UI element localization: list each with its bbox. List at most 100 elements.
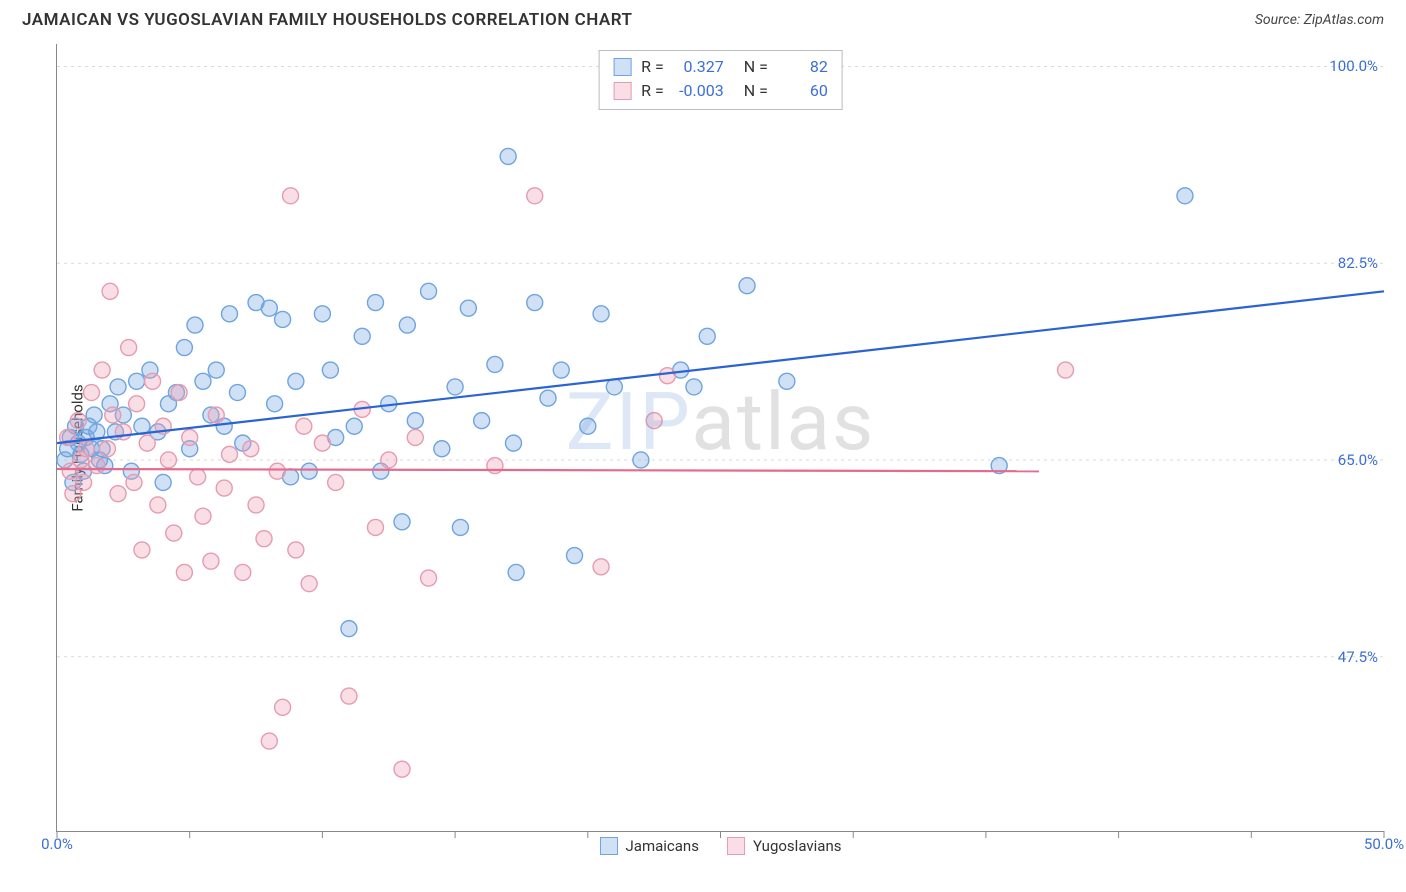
data-point (70, 413, 86, 429)
data-point (354, 328, 370, 344)
y-tick-label: 47.5% (1338, 648, 1378, 666)
data-point (229, 385, 245, 401)
data-point (567, 548, 583, 564)
data-point (195, 373, 211, 389)
legend-label: Yugoslavians (753, 837, 842, 855)
data-point (421, 283, 437, 299)
x-tick-label: 0.0% (41, 835, 73, 853)
data-point (134, 542, 150, 558)
x-tick-label: 50.0% (1364, 835, 1404, 853)
chart-title: JAMAICAN VS YUGOSLAVIAN FAMILY HOUSEHOLD… (22, 10, 632, 30)
data-point (261, 300, 277, 316)
data-point (129, 373, 145, 389)
data-point (94, 362, 110, 378)
data-point (275, 311, 291, 327)
data-point (166, 525, 182, 541)
data-point (256, 531, 272, 547)
data-point (296, 418, 312, 434)
data-point (328, 474, 344, 490)
data-point (487, 356, 503, 372)
data-point (145, 373, 161, 389)
data-point (195, 508, 211, 524)
data-point (187, 317, 203, 333)
data-point (341, 688, 357, 704)
stats-legend-box: R =0.327N =82R =-0.003N =60 (598, 50, 843, 110)
data-point (346, 418, 362, 434)
legend-item: Yugoslavians (727, 837, 842, 855)
data-point (99, 441, 115, 457)
data-point (171, 385, 187, 401)
y-tick-label: 100.0% (1329, 57, 1378, 75)
data-point (1058, 362, 1074, 378)
data-point (160, 452, 176, 468)
data-point (686, 379, 702, 395)
data-point (176, 564, 192, 580)
data-point (540, 390, 556, 406)
chart-area: Family Households ZIPatlas R =0.327N =82… (20, 44, 1384, 852)
chart-svg (57, 44, 1384, 831)
data-point (203, 553, 219, 569)
data-point (407, 430, 423, 446)
legend-item: Jamaicans (600, 837, 699, 855)
data-point (288, 373, 304, 389)
y-tick-label: 65.0% (1338, 451, 1378, 469)
data-point (102, 283, 118, 299)
data-point (659, 368, 675, 384)
data-point (500, 148, 516, 164)
data-point (208, 407, 224, 423)
data-point (394, 514, 410, 530)
data-point (235, 564, 251, 580)
data-point (208, 362, 224, 378)
stats-row: R =-0.003N =60 (613, 79, 828, 103)
data-point (322, 362, 338, 378)
data-point (78, 441, 94, 457)
data-point (76, 474, 92, 490)
data-point (86, 407, 102, 423)
trend-line (57, 469, 1039, 471)
legend-swatch (613, 82, 631, 100)
data-point (222, 446, 238, 462)
data-point (434, 441, 450, 457)
data-point (394, 761, 410, 777)
data-point (84, 385, 100, 401)
y-tick-label: 82.5% (1338, 254, 1378, 272)
data-point (779, 373, 795, 389)
data-point (139, 435, 155, 451)
data-point (110, 486, 126, 502)
data-point (105, 407, 121, 423)
data-point (593, 306, 609, 322)
data-point (407, 413, 423, 429)
data-point (115, 424, 131, 440)
data-point (553, 362, 569, 378)
data-point (301, 463, 317, 479)
data-point (126, 474, 142, 490)
data-point (243, 441, 259, 457)
data-point (301, 576, 317, 592)
data-point (190, 469, 206, 485)
data-point (593, 559, 609, 575)
data-point (739, 278, 755, 294)
data-point (155, 474, 171, 490)
data-point (176, 340, 192, 356)
plot-area: ZIPatlas R =0.327N =82R =-0.003N =60 Jam… (56, 44, 1384, 832)
data-point (580, 418, 596, 434)
stats-row: R =0.327N =82 (613, 55, 828, 79)
data-point (314, 306, 330, 322)
data-point (89, 458, 105, 474)
legend-swatch (600, 837, 618, 855)
data-point (381, 452, 397, 468)
data-point (527, 188, 543, 204)
data-point (505, 435, 521, 451)
data-point (699, 328, 715, 344)
data-point (460, 300, 476, 316)
data-point (474, 413, 490, 429)
data-point (341, 621, 357, 637)
data-point (216, 480, 232, 496)
data-point (367, 519, 383, 535)
data-point (421, 570, 437, 586)
data-point (261, 733, 277, 749)
data-point (267, 396, 283, 412)
data-point (269, 463, 285, 479)
data-point (121, 340, 137, 356)
data-point (248, 497, 264, 513)
